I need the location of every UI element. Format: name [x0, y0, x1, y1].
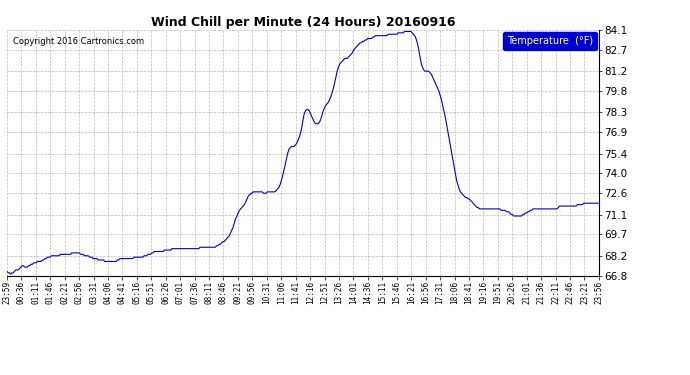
- Legend: Temperature  (°F): Temperature (°F): [503, 32, 597, 50]
- Title: Wind Chill per Minute (24 Hours) 20160916: Wind Chill per Minute (24 Hours) 2016091…: [150, 16, 455, 29]
- Text: Copyright 2016 Cartronics.com: Copyright 2016 Cartronics.com: [13, 38, 144, 46]
